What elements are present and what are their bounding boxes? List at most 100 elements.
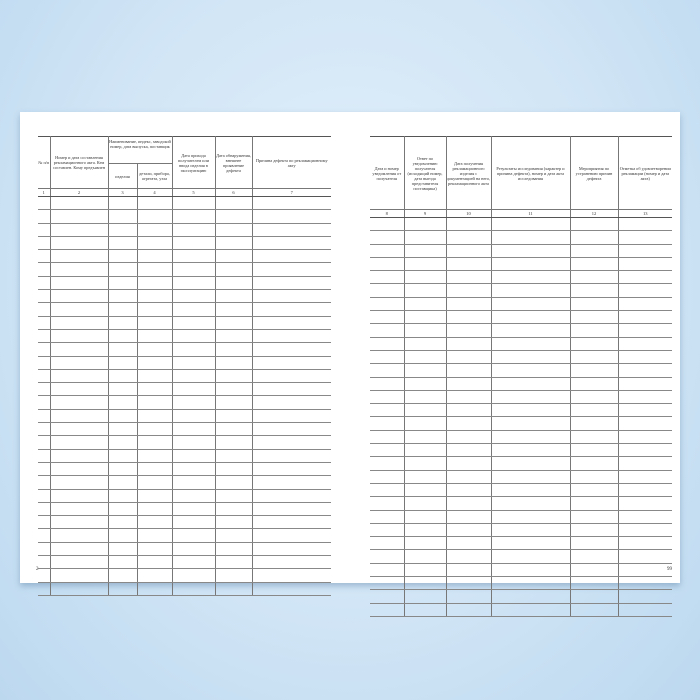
- table-cell: [569, 483, 619, 498]
- journal-spread: № п/п Номер и дата составления рекламаци…: [20, 112, 680, 617]
- table-cell: [569, 337, 619, 351]
- table-row: [38, 462, 332, 477]
- table-cell: [370, 297, 405, 312]
- table-cell: [38, 489, 51, 503]
- table-row: [38, 542, 332, 557]
- table-row: [38, 449, 332, 463]
- table-cell: [171, 422, 216, 437]
- table-cell: [403, 456, 447, 471]
- table-cell: [403, 496, 447, 511]
- table-cell: [251, 196, 332, 211]
- table-cell: [569, 390, 619, 405]
- table-cell: [490, 483, 571, 498]
- table-row: [38, 223, 332, 237]
- table-cell: [370, 510, 405, 524]
- table-cell: [370, 350, 405, 365]
- table-cell: [370, 310, 405, 325]
- table-cell: [490, 563, 571, 578]
- table-cell: [445, 244, 492, 258]
- table-cell: [370, 403, 405, 418]
- table-cell: [569, 350, 619, 365]
- table-cell: [136, 223, 173, 237]
- table-cell: [617, 244, 672, 258]
- table-row: [370, 270, 672, 285]
- table-cell: [445, 523, 492, 538]
- table-cell: [136, 409, 173, 424]
- table-cell: [38, 289, 51, 304]
- table-cell: [370, 456, 405, 471]
- table-row: [38, 489, 332, 503]
- table-cell: [617, 270, 672, 285]
- table-cell: [171, 542, 216, 557]
- table-cell: [49, 409, 109, 424]
- table-cell: [490, 576, 571, 591]
- table-cell: [171, 223, 216, 237]
- table-cell: [251, 422, 332, 437]
- table-cell: [136, 356, 173, 370]
- table-cell: [490, 257, 571, 272]
- table-cell: [214, 316, 253, 330]
- table-cell: [214, 582, 253, 596]
- table-cell: [403, 416, 447, 431]
- table-cell: [569, 403, 619, 418]
- table-cell: [49, 276, 109, 291]
- table-cell: [49, 342, 109, 357]
- table-cell: [136, 262, 173, 277]
- table-cell: [370, 523, 405, 538]
- table-row: [38, 302, 332, 317]
- col-num: 9: [403, 209, 447, 218]
- table-row: [370, 377, 672, 391]
- table-row: [38, 409, 332, 424]
- table-cell: [136, 542, 173, 557]
- table-cell: [445, 257, 492, 272]
- table-cell: [38, 542, 51, 557]
- table-cell: [49, 223, 109, 237]
- table-cell: [445, 430, 492, 445]
- table-cell: [49, 395, 109, 410]
- table-cell: [171, 568, 216, 583]
- header-col-6: Дата обнаружения, внешнее проявление деф…: [214, 136, 253, 189]
- table-row: [370, 430, 672, 445]
- table-cell: [107, 289, 138, 304]
- table-cell: [107, 489, 138, 503]
- table-row: [38, 289, 332, 304]
- table-cell: [617, 470, 672, 484]
- table-cell: [490, 443, 571, 458]
- table-cell: [569, 563, 619, 578]
- table-cell: [136, 382, 173, 397]
- table-row: [38, 568, 332, 583]
- table-cell: [136, 329, 173, 344]
- table-cell: [171, 236, 216, 251]
- table-cell: [136, 502, 173, 517]
- table-cell: [403, 483, 447, 498]
- table-cell: [617, 257, 672, 272]
- table-cell: [490, 390, 571, 405]
- col-num: 10: [445, 209, 492, 218]
- table-cell: [370, 470, 405, 484]
- table-cell: [490, 217, 571, 232]
- table-cell: [171, 289, 216, 304]
- table-cell: [38, 422, 51, 437]
- col-num: 11: [490, 209, 571, 218]
- table-cell: [569, 576, 619, 591]
- table-cell: [370, 377, 405, 391]
- table-cell: [370, 257, 405, 272]
- table-cell: [569, 377, 619, 391]
- table-cell: [214, 568, 253, 583]
- table-cell: [403, 230, 447, 245]
- column-number-row: 8 9 10 11 12 13: [370, 209, 672, 218]
- table-cell: [171, 316, 216, 330]
- table-cell: [445, 496, 492, 511]
- table-cell: [49, 316, 109, 330]
- table-cell: [569, 283, 619, 298]
- table-row: [370, 536, 672, 551]
- table-cell: [214, 555, 253, 570]
- table-cell: [490, 310, 571, 325]
- table-cell: [445, 323, 492, 338]
- left-page-table: № п/п Номер и дата составления рекламаци…: [38, 136, 332, 596]
- table-cell: [38, 555, 51, 570]
- page-number-right: 99: [667, 567, 672, 572]
- table-cell: [136, 555, 173, 570]
- table-cell: [445, 283, 492, 298]
- table-cell: [403, 589, 447, 604]
